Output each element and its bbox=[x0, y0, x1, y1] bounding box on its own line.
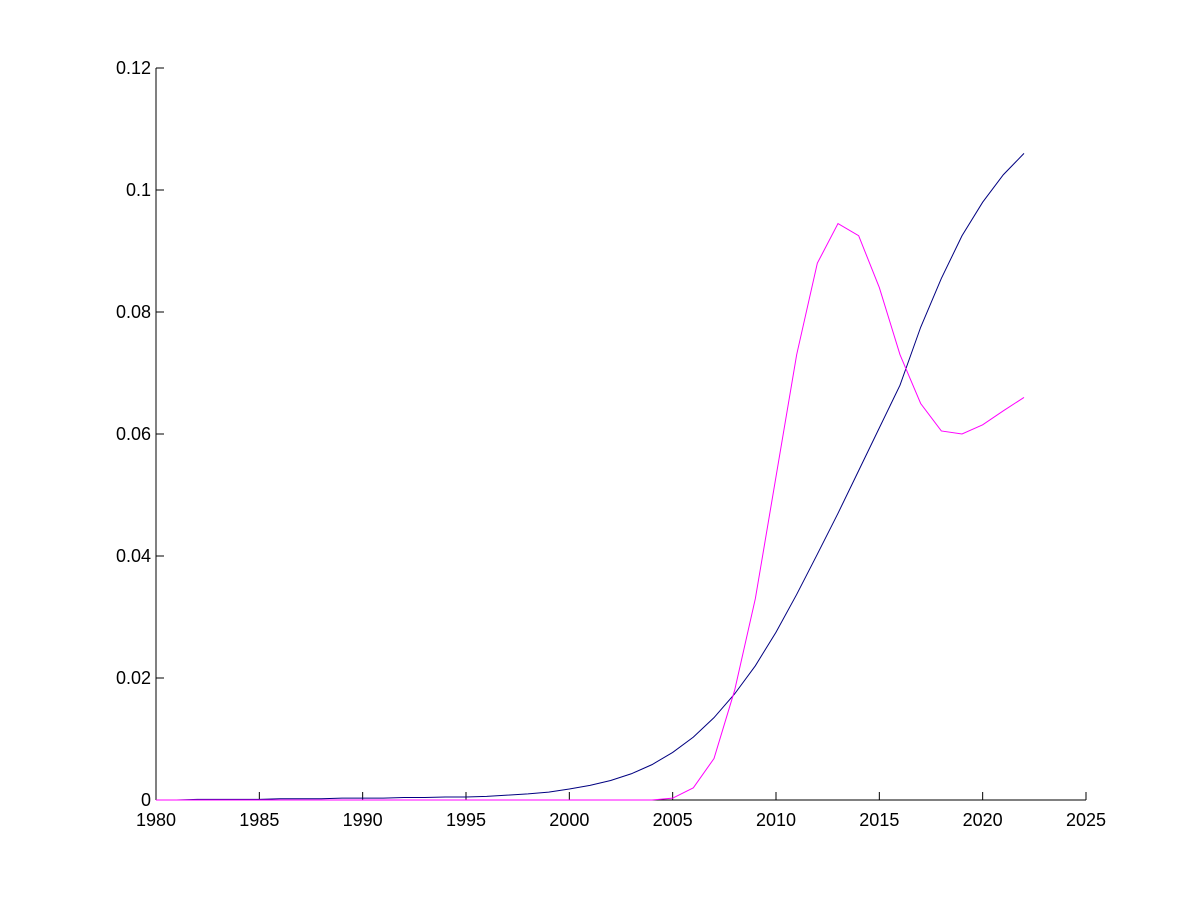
y-tick-label: 0 bbox=[141, 790, 151, 810]
x-tick-label: 2005 bbox=[653, 810, 693, 830]
y-tick-label: 0.06 bbox=[116, 424, 151, 444]
x-tick-label: 2020 bbox=[963, 810, 1003, 830]
y-tick-label: 0.12 bbox=[116, 58, 151, 78]
y-tick-label: 0.1 bbox=[126, 180, 151, 200]
x-tick-label: 2015 bbox=[859, 810, 899, 830]
y-tick-label: 0.08 bbox=[116, 302, 151, 322]
x-tick-label: 1980 bbox=[136, 810, 176, 830]
x-tick-label: 1985 bbox=[239, 810, 279, 830]
series-line bbox=[156, 153, 1025, 801]
y-tick-label: 0.04 bbox=[116, 546, 151, 566]
x-tick-label: 1995 bbox=[446, 810, 486, 830]
x-tick-label: 2000 bbox=[549, 810, 589, 830]
x-tick-label: 1990 bbox=[343, 810, 383, 830]
x-tick-label: 2010 bbox=[756, 810, 796, 830]
y-tick-label: 0.02 bbox=[116, 668, 151, 688]
x-tick-label: 2025 bbox=[1066, 810, 1106, 830]
series-line bbox=[156, 222, 1025, 801]
